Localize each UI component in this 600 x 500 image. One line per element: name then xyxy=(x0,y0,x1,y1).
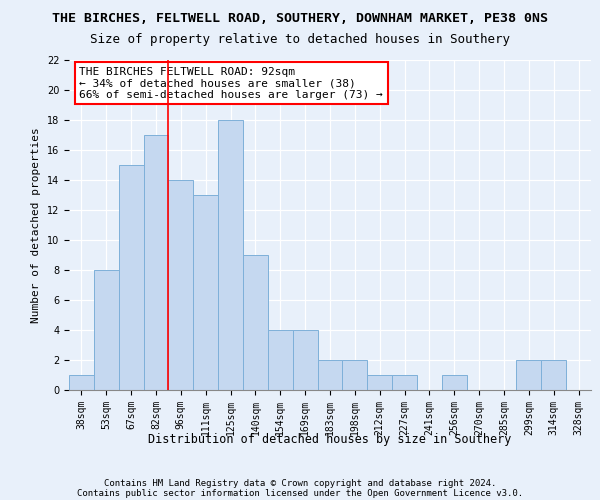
Bar xyxy=(268,330,293,390)
Bar xyxy=(392,375,417,390)
Y-axis label: Number of detached properties: Number of detached properties xyxy=(31,127,41,323)
Bar xyxy=(243,255,268,390)
Bar xyxy=(69,375,94,390)
Text: Contains HM Land Registry data © Crown copyright and database right 2024.: Contains HM Land Registry data © Crown c… xyxy=(104,478,496,488)
Text: Size of property relative to detached houses in Southery: Size of property relative to detached ho… xyxy=(90,32,510,46)
Text: THE BIRCHES FELTWELL ROAD: 92sqm
← 34% of detached houses are smaller (38)
66% o: THE BIRCHES FELTWELL ROAD: 92sqm ← 34% o… xyxy=(79,66,383,100)
Bar xyxy=(218,120,243,390)
Bar xyxy=(442,375,467,390)
Text: THE BIRCHES, FELTWELL ROAD, SOUTHERY, DOWNHAM MARKET, PE38 0NS: THE BIRCHES, FELTWELL ROAD, SOUTHERY, DO… xyxy=(52,12,548,26)
Bar xyxy=(293,330,317,390)
Bar xyxy=(143,135,169,390)
Bar xyxy=(343,360,367,390)
Bar xyxy=(541,360,566,390)
Text: Distribution of detached houses by size in Southery: Distribution of detached houses by size … xyxy=(148,432,512,446)
Bar xyxy=(193,195,218,390)
Bar xyxy=(119,165,143,390)
Bar xyxy=(517,360,541,390)
Text: Contains public sector information licensed under the Open Government Licence v3: Contains public sector information licen… xyxy=(77,488,523,498)
Bar xyxy=(367,375,392,390)
Bar xyxy=(94,270,119,390)
Bar xyxy=(317,360,343,390)
Bar xyxy=(169,180,193,390)
